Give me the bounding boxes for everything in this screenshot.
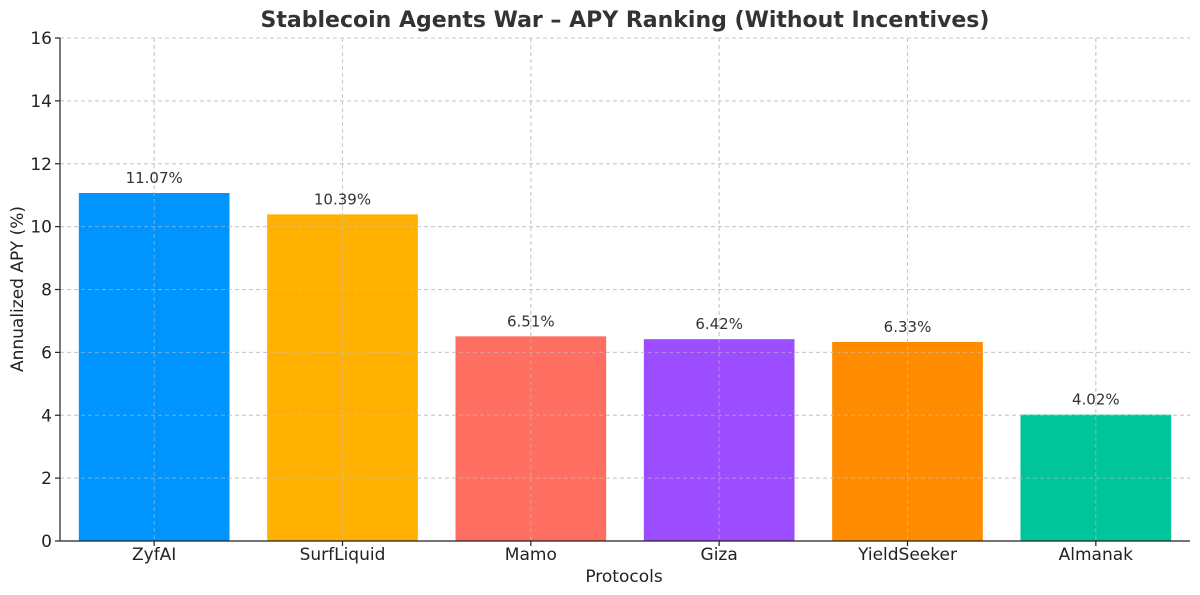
data-label: 10.39% [314,190,371,208]
bar-yieldseeker [832,342,983,541]
x-tick-label: Almanak [1059,545,1134,565]
data-label: 4.02% [1072,391,1120,409]
chart-title: Stablecoin Agents War – APY Ranking (Wit… [261,8,990,33]
data-label: 6.51% [507,312,555,330]
y-tick-label: 2 [41,469,52,489]
x-tick-labels: ZyfAI SurfLiquid Mamo Giza YieldSeeker Almana… [132,541,1133,565]
data-labels: 11.07% 10.39% 6.51% 6.42% 6.33% 4.02% [126,169,1120,409]
y-tick-label: 12 [30,155,52,175]
data-label: 11.07% [126,169,183,187]
x-axis-title: Protocols [585,567,663,587]
x-tick-label: Giza [701,545,738,565]
x-tick-label: SurfLiquid [300,545,386,565]
y-tick-labels: 0 2 4 6 8 10 12 14 16 [30,29,60,552]
data-label: 6.33% [884,318,932,336]
y-tick-label: 6 [41,343,52,363]
x-tick-label: ZyfAI [132,545,176,565]
data-label: 6.42% [695,315,743,333]
y-tick-label: 4 [41,406,52,426]
x-tick-label: YieldSeeker [857,545,957,565]
y-tick-label: 16 [30,29,52,49]
x-tick-label: Mamo [505,545,557,565]
y-axis-title: Annualized APY (%) [8,206,28,372]
y-tick-label: 14 [30,92,52,112]
y-tick-label: 8 [41,281,52,301]
bars [60,37,1190,542]
y-tick-label: 0 [41,532,52,552]
y-tick-label: 10 [30,218,52,238]
